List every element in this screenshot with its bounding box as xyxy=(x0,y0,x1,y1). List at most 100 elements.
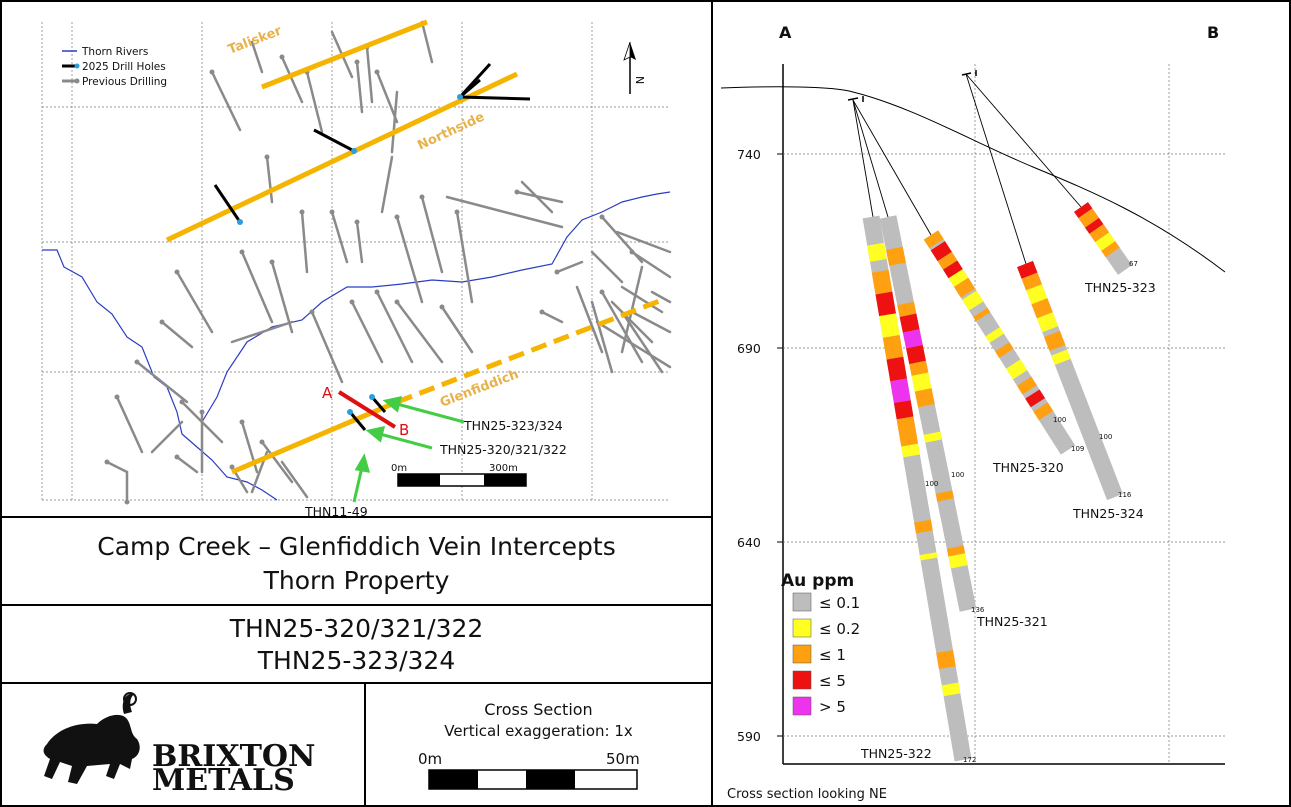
assay-interval xyxy=(946,545,966,557)
au-swatch-0 xyxy=(792,592,812,612)
assay-interval xyxy=(1006,359,1028,380)
hole-name-thn25-321: THN25-321 xyxy=(976,614,1048,629)
previous-drilling-collars xyxy=(104,44,635,505)
assay-interval xyxy=(1101,241,1120,258)
assay-interval xyxy=(882,335,904,360)
assay-interval xyxy=(1095,232,1116,251)
assay-interval xyxy=(919,552,938,561)
elevation-690: 690 xyxy=(737,341,761,356)
holes-block: THN25-320/321/322 THN25-323/324 xyxy=(0,604,713,684)
assay-interval xyxy=(1033,402,1054,421)
north-arrow-icon: N xyxy=(623,41,646,94)
collar-markers xyxy=(847,70,977,102)
assay-interval xyxy=(1089,224,1110,243)
map-scale-start: 0m xyxy=(391,463,407,474)
plan-map-canvas: A B THN25-323/324 THN25-320/321/322 THN1… xyxy=(41,19,672,518)
section-corner-b: B xyxy=(1207,23,1219,42)
au-swatch-3 xyxy=(792,670,812,690)
assay-interval xyxy=(867,242,887,262)
logo-metals: METALS xyxy=(152,763,295,798)
previous-drilling xyxy=(105,20,672,504)
scale-box-subtitle: Vertical exaggeration: 1x xyxy=(444,722,633,740)
assay-interval xyxy=(886,356,907,382)
assay-interval xyxy=(897,301,917,317)
callout-thn11-49: THN11-49 xyxy=(304,504,368,518)
assay-interval xyxy=(943,260,963,279)
assay-interval xyxy=(879,313,900,338)
hole-traces xyxy=(852,73,1082,265)
assay-interval xyxy=(995,342,1014,358)
assay-interval xyxy=(1025,389,1046,408)
brixton-logo: BRIXTON METALS xyxy=(43,692,315,798)
elevation-590: 590 xyxy=(737,729,761,744)
logo-block: BRIXTON METALS xyxy=(0,682,366,807)
au-swatch-1 xyxy=(792,618,812,638)
section-scale-start: 0m xyxy=(418,750,442,768)
assay-interval xyxy=(923,230,944,249)
cross-section-canvas: 740 690 640 590 A B Cross section lookin… xyxy=(720,23,1226,802)
assay-interval xyxy=(890,378,911,404)
assay-interval xyxy=(902,329,923,349)
section-start-label: A xyxy=(322,384,333,402)
au-legend: Au ppm ≤ 0.1 ≤ 0.2 ≤ 1 ≤ 5 > 5 xyxy=(781,571,860,716)
hole-name-thn25-324: THN25-324 xyxy=(1072,506,1144,521)
callout-thn25-320-321-322: THN25-320/321/322 xyxy=(439,442,567,457)
assay-interval xyxy=(941,682,961,697)
au-swatch-4 xyxy=(792,696,812,716)
assay-interval xyxy=(948,269,969,287)
holes-line-2: THN25-323/324 xyxy=(257,646,456,675)
assay-interval xyxy=(896,416,919,447)
assay-interval xyxy=(1017,260,1038,279)
au-legend-4: > 5 xyxy=(819,698,846,716)
hole-column-thn25-320 xyxy=(923,230,1076,455)
elevation-740: 740 xyxy=(737,147,761,162)
bull-icon xyxy=(43,692,140,784)
section-grid xyxy=(783,64,1225,764)
drill-holes-2025 xyxy=(213,62,531,431)
hole-depth-thn25-321: 136 xyxy=(971,606,985,614)
legend-thorn-rivers: Thorn Rivers xyxy=(81,46,148,58)
drill-hole-columns xyxy=(862,202,1132,762)
hole-column-thn25-324 xyxy=(1017,260,1123,501)
section-scale-end: 50m xyxy=(606,750,640,768)
assay-interval xyxy=(1085,217,1104,234)
au-swatch-2 xyxy=(792,644,812,664)
section-end-label: B xyxy=(399,421,409,439)
section-footer: Cross section looking NE xyxy=(727,787,887,802)
hole-name-thn25-323: THN25-323 xyxy=(1084,280,1156,295)
glenfiddich-vein xyxy=(231,399,398,475)
glenfiddich-label: Glenfiddich xyxy=(438,367,521,411)
section-line xyxy=(337,390,397,429)
elevation-ticks: 740 690 640 590 xyxy=(737,147,783,744)
elevation-640: 640 xyxy=(737,535,761,550)
hole-column-thn25-321 xyxy=(879,215,977,612)
au-legend-1: ≤ 0.2 xyxy=(819,620,860,638)
thorn-river xyxy=(42,191,671,501)
assay-interval xyxy=(886,246,906,266)
section-scalebar: 0m 50m xyxy=(418,750,640,790)
legend-previous-drilling: Previous Drilling xyxy=(82,76,167,88)
assay-interval xyxy=(914,519,933,534)
hole-labels: THN25-322 172 100 THN25-321 136 100 THN2… xyxy=(860,260,1156,764)
assay-interval xyxy=(1021,272,1042,291)
assay-interval xyxy=(948,553,968,569)
au-legend-title: Au ppm xyxy=(781,571,854,591)
map-subtitle: Thorn Property xyxy=(263,566,450,595)
holes-line-1: THN25-320/321/322 xyxy=(229,614,484,643)
hole-depth-thn25-323: 67 xyxy=(1129,260,1138,268)
assay-interval xyxy=(923,431,942,443)
hole-mark-thn25-321: 100 xyxy=(951,471,964,479)
assay-interval xyxy=(930,241,952,262)
assay-interval xyxy=(985,327,1004,343)
map-legend: Thorn Rivers 2025 Drill Holes Previous D… xyxy=(62,46,167,88)
assay-interval xyxy=(962,290,984,311)
section-scale-block: Cross Section Vertical exaggeration: 1x … xyxy=(364,682,713,807)
hole-mark-thn25-322: 100 xyxy=(925,480,938,488)
assay-interval xyxy=(937,251,958,270)
logo-brixton: BRIXTON xyxy=(152,739,315,774)
assay-interval xyxy=(871,269,893,295)
assay-interval xyxy=(901,443,920,458)
hole-depth-thn25-322: 172 xyxy=(963,756,976,764)
assay-interval xyxy=(1044,330,1066,351)
hole-column-thn25-322 xyxy=(862,215,972,762)
